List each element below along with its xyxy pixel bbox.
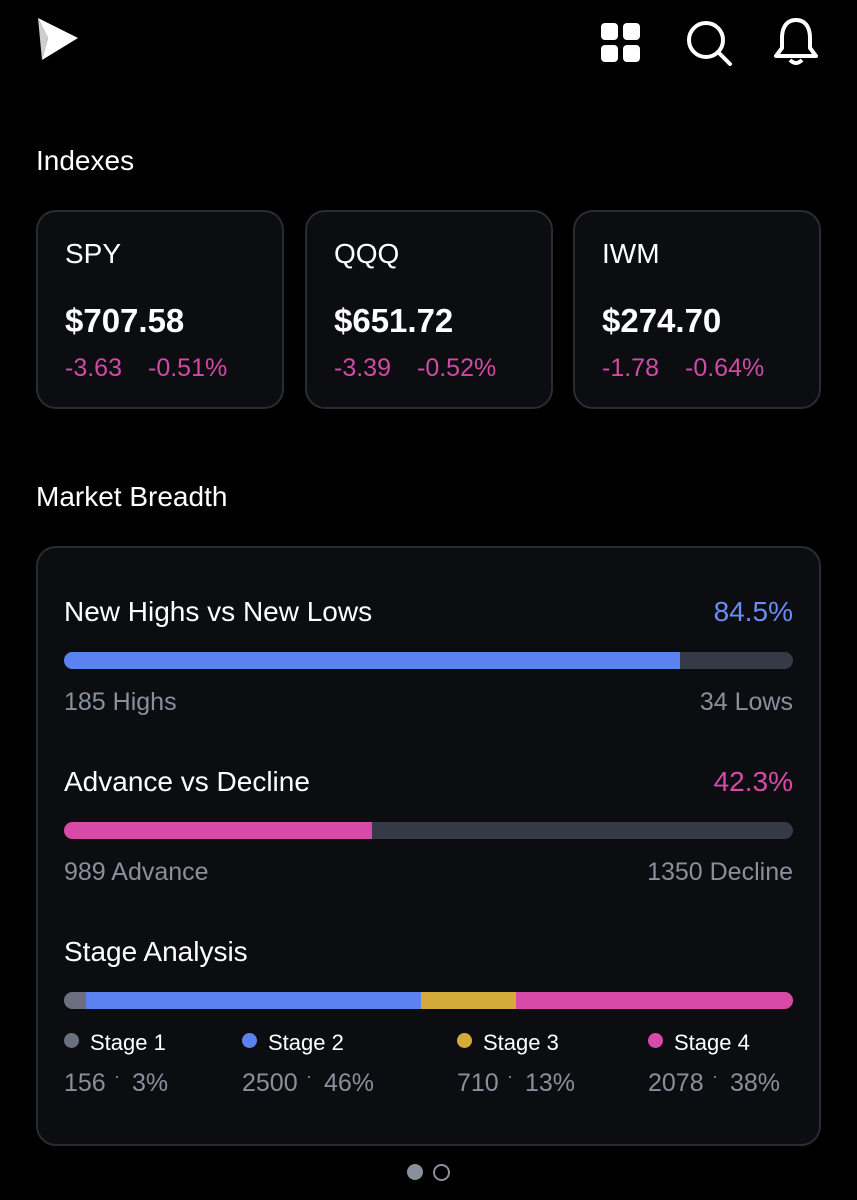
- left-count: 185 Highs: [64, 688, 177, 716]
- change-percent: -0.51%: [148, 354, 228, 382]
- section-title: Market Breadth: [36, 481, 228, 512]
- stage-segment: [515, 992, 793, 1009]
- page-dot[interactable]: [407, 1164, 423, 1180]
- logo[interactable]: [34, 16, 82, 64]
- stage-segment: [85, 992, 422, 1009]
- change: -3.39: [334, 354, 391, 382]
- metric-label: Advance vs Decline: [64, 766, 310, 797]
- price: $274.70: [602, 302, 722, 339]
- search-icon[interactable]: [684, 18, 734, 68]
- symbol: SPY: [65, 238, 122, 269]
- separator: ·: [712, 1066, 718, 1086]
- legend-dot: [64, 1033, 79, 1048]
- index-card[interactable]: SPY $707.58 -3.63 -0.51%: [36, 210, 284, 409]
- progress-fill: [64, 652, 680, 669]
- progress-fill: [64, 822, 373, 839]
- separator: ·: [507, 1066, 513, 1086]
- separator: ·: [306, 1066, 312, 1086]
- stage-count: 156: [64, 1069, 106, 1097]
- page-dot[interactable]: [433, 1164, 450, 1181]
- legend-dot: [648, 1033, 663, 1048]
- stage-percent: 46%: [324, 1069, 375, 1097]
- stage-name: Stage 2: [268, 1030, 344, 1055]
- symbol: IWM: [602, 238, 660, 269]
- stage-count: 710: [457, 1069, 499, 1097]
- stage-segment: [64, 992, 86, 1009]
- bell-icon[interactable]: [772, 16, 820, 68]
- metric-percent: 42.3%: [713, 766, 793, 797]
- legend-dot: [457, 1033, 472, 1048]
- legend-dot: [242, 1033, 257, 1048]
- breadth-card: [36, 546, 821, 1146]
- right-count: 1350 Decline: [647, 858, 793, 886]
- price: $707.58: [65, 302, 185, 339]
- left-count: 989 Advance: [64, 858, 209, 886]
- stage-percent: 3%: [132, 1069, 169, 1097]
- stage-name: Stage 3: [483, 1030, 559, 1055]
- change-percent: -0.52%: [417, 354, 497, 382]
- stage-title: Stage Analysis: [64, 936, 248, 967]
- stage-name: Stage 1: [90, 1030, 166, 1055]
- symbol: QQQ: [334, 238, 400, 269]
- stage-name: Stage 4: [674, 1030, 750, 1055]
- change: -1.78: [602, 354, 659, 382]
- stage-percent: 38%: [730, 1069, 781, 1097]
- progress-track: [64, 822, 793, 839]
- stage-count: 2078: [648, 1069, 704, 1097]
- stage-bar: [64, 992, 793, 1009]
- index-card[interactable]: IWM $274.70 -1.78 -0.64%: [573, 210, 821, 409]
- separator: ·: [114, 1066, 120, 1086]
- index-card[interactable]: QQQ $651.72 -3.39 -0.52%: [305, 210, 553, 409]
- stage-segment: [421, 992, 516, 1009]
- metric-label: New Highs vs New Lows: [64, 596, 373, 627]
- stage-percent: 13%: [525, 1069, 576, 1097]
- metric-percent: 84.5%: [713, 596, 793, 627]
- change-percent: -0.64%: [685, 354, 765, 382]
- change: -3.63: [65, 354, 122, 382]
- right-count: 34 Lows: [699, 688, 793, 716]
- progress-track: [64, 652, 793, 669]
- grid-icon[interactable]: [600, 22, 642, 64]
- section-title: Indexes: [36, 145, 135, 176]
- price: $651.72: [334, 302, 454, 339]
- stage-count: 2500: [242, 1069, 298, 1097]
